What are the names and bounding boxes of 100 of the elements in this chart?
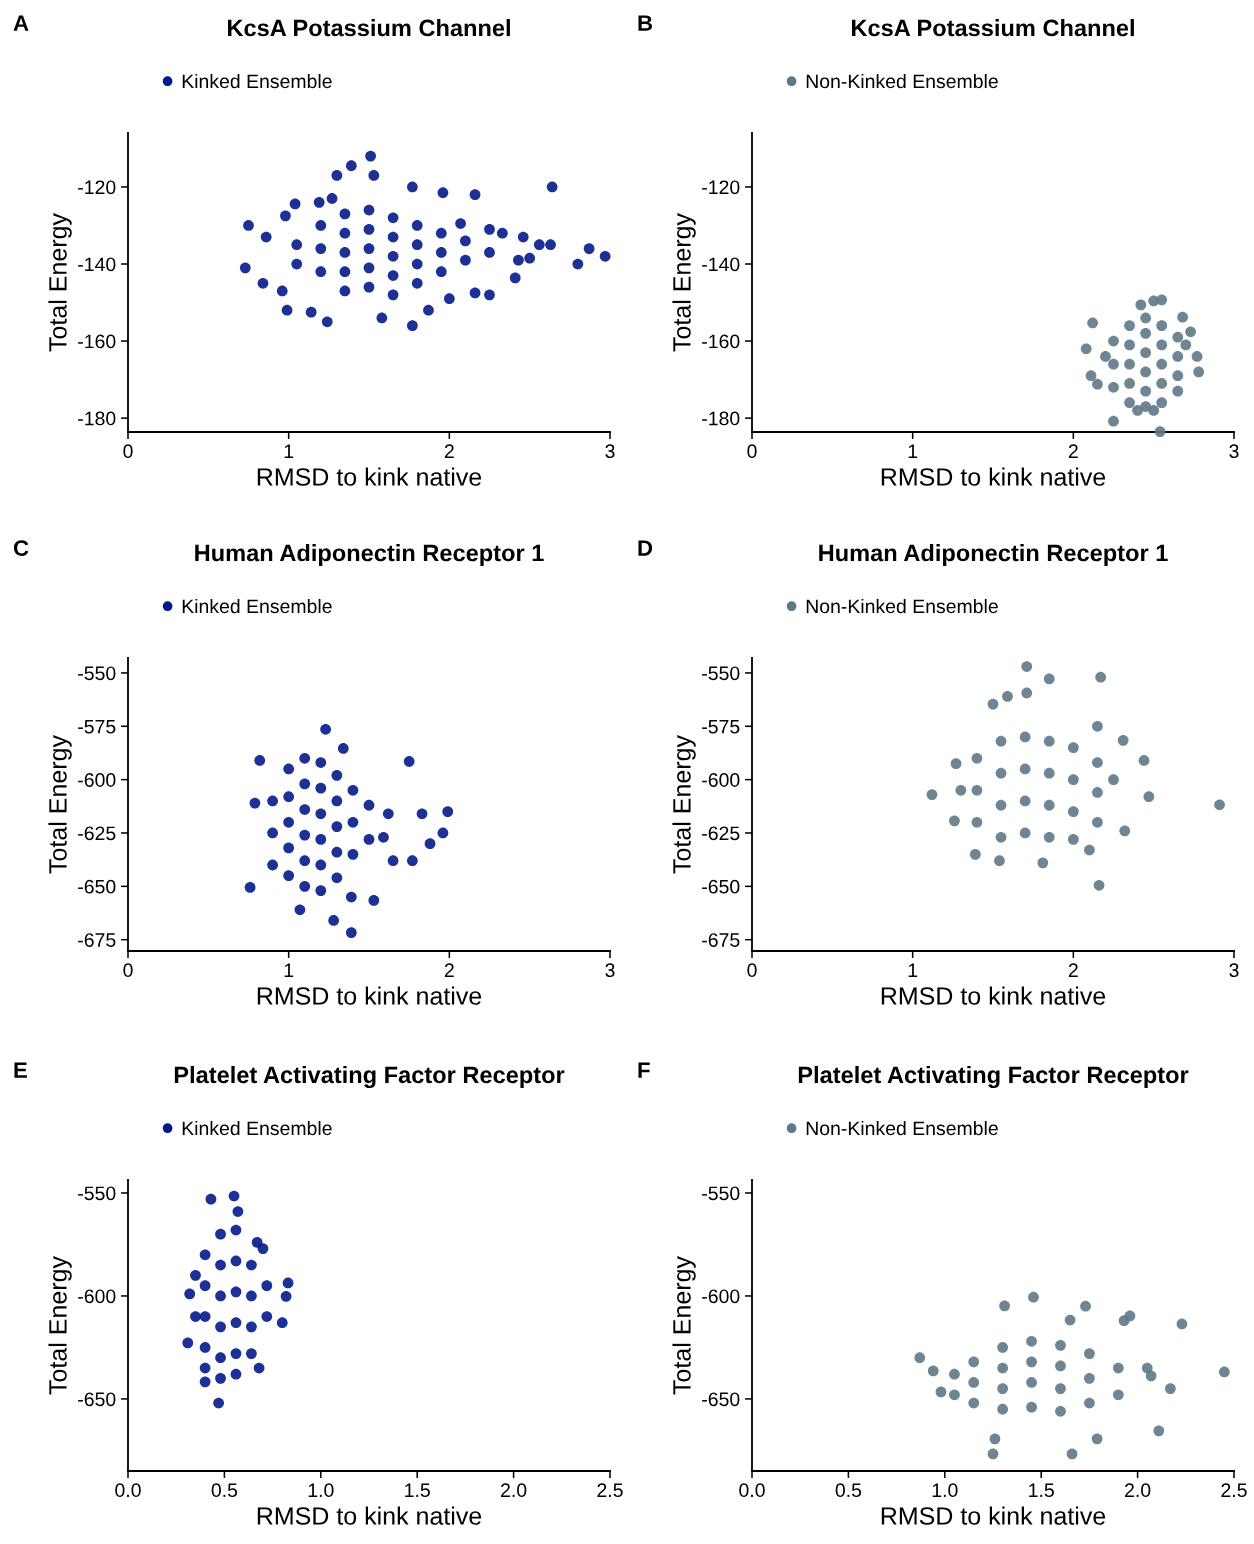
point [1055, 1405, 1066, 1417]
point [1002, 691, 1013, 702]
point [1092, 816, 1103, 828]
point [1156, 397, 1168, 409]
point [315, 757, 327, 768]
point [1067, 806, 1079, 818]
point [382, 808, 394, 820]
point [315, 885, 327, 896]
y-tick-label: -550 [702, 1186, 740, 1201]
point [1080, 1300, 1091, 1312]
point [1156, 320, 1168, 332]
chart-title: Platelet Activating Factor Receptor [798, 1065, 1189, 1089]
x-axis-title: RMSD to kink native [257, 467, 482, 486]
point [1026, 1335, 1037, 1347]
point [261, 1311, 273, 1322]
y-tick-label: -120 [78, 180, 116, 195]
point [927, 1365, 939, 1377]
x-axis-title: RMSD to kink native [881, 467, 1106, 486]
point [1156, 358, 1168, 370]
point [1084, 1397, 1095, 1409]
point [997, 1383, 1009, 1394]
point [328, 915, 340, 926]
point [246, 1321, 257, 1333]
point [1153, 1425, 1165, 1437]
y-axis-title: Total Energy [672, 1256, 696, 1395]
point [230, 1255, 242, 1267]
y-tick-label: -650 [702, 1392, 740, 1407]
point [1019, 795, 1031, 807]
y-axis-title: Total Energy [672, 213, 696, 352]
legend-label: Kinked Ensemble [182, 598, 332, 614]
y-axis-title: Total Energy [48, 1256, 72, 1395]
point [199, 1342, 211, 1353]
x-tick-label: 2.5 [597, 1483, 623, 1498]
point [347, 784, 359, 796]
y-tick-label: -650 [702, 879, 740, 894]
point [205, 1193, 217, 1205]
point [1085, 370, 1097, 382]
y-tick-label: -600 [78, 773, 116, 787]
x-tick-label: 1 [284, 963, 294, 977]
chart-title: Human Adiponectin Receptor 1 [195, 543, 544, 566]
y-tick-label: -550 [78, 666, 116, 681]
point [1124, 320, 1135, 332]
point [215, 1228, 226, 1240]
point [1092, 757, 1103, 768]
x-tick-label: 2 [1068, 444, 1078, 458]
point [283, 816, 295, 828]
x-tick-label: 1.5 [405, 1483, 430, 1498]
x-tick-label: 0 [747, 963, 757, 978]
point [363, 799, 375, 811]
point [1028, 1291, 1039, 1303]
x-tick-label: 2 [444, 444, 454, 458]
x-axis-title: RMSD to kink native [257, 1506, 482, 1525]
y-tick-label: -625 [78, 826, 116, 841]
text: B [638, 15, 653, 31]
point [1118, 1315, 1130, 1327]
point [1124, 397, 1135, 409]
y-tick-label: -160 [702, 334, 740, 349]
x-tick-label: 0.5 [211, 1483, 238, 1498]
point [315, 834, 327, 845]
x-tick-label: 3 [605, 963, 615, 978]
point [997, 1403, 1009, 1415]
point [315, 808, 327, 820]
point [1148, 405, 1160, 416]
point [299, 829, 311, 841]
chart-title: Human Adiponectin Receptor 1 [819, 543, 1168, 566]
point [215, 1372, 226, 1384]
x-axis-title: RMSD to kink native [881, 1506, 1106, 1525]
point [1043, 673, 1055, 685]
point [994, 855, 1005, 867]
point [246, 1290, 257, 1302]
point [949, 1389, 960, 1401]
x-tick-label: 3 [1229, 963, 1239, 978]
point [1138, 755, 1150, 766]
y-tick-label: -575 [702, 719, 740, 734]
point [320, 723, 331, 735]
legend-label: Non-Kinked Ensemble [806, 73, 998, 89]
point [331, 821, 343, 832]
point [1091, 1433, 1103, 1445]
y-tick-label: -120 [702, 180, 740, 195]
legend-label: Kinked Ensemble [182, 73, 332, 89]
point [1100, 351, 1111, 362]
point [971, 784, 983, 796]
point [299, 855, 311, 867]
point [246, 1348, 257, 1359]
point [1067, 774, 1079, 786]
point [995, 767, 1007, 779]
point [331, 769, 343, 781]
point [1112, 1389, 1124, 1401]
point [1124, 378, 1135, 389]
point [424, 838, 436, 850]
x-tick-label: 2.5 [1221, 1483, 1247, 1498]
point [950, 758, 962, 770]
point [253, 1362, 265, 1374]
point [1119, 825, 1131, 837]
chart-title: Platelet Activating Factor Receptor [174, 1065, 565, 1089]
point [1172, 385, 1184, 397]
point [1143, 791, 1155, 803]
y-axis-title: Total Energy [48, 735, 72, 874]
x-tick-label: 3 [1229, 444, 1239, 459]
y-tick-label: -160 [78, 334, 116, 349]
